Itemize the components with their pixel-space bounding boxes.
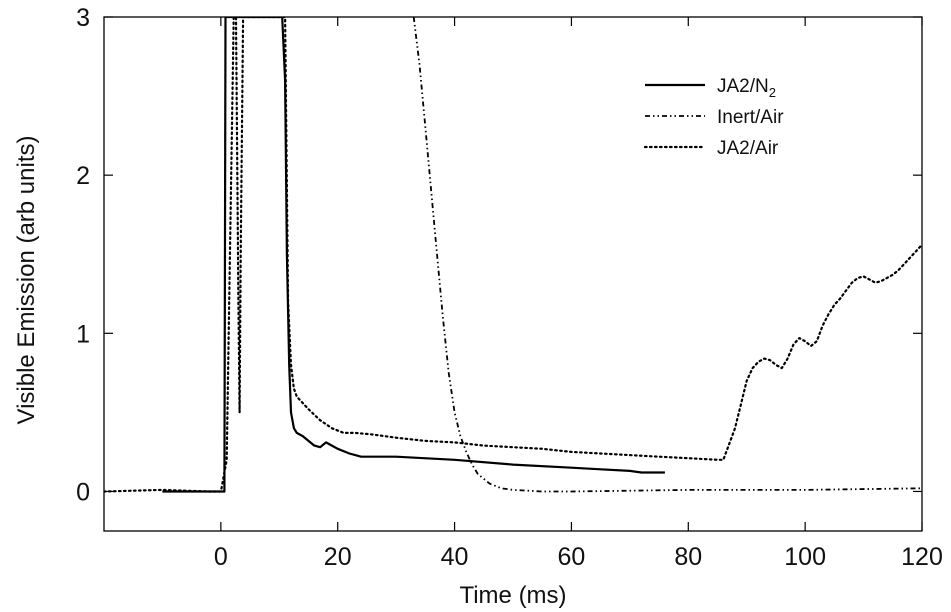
x-tick-label: 40 bbox=[441, 543, 469, 571]
plot-frame bbox=[103, 16, 923, 532]
x-tick-label: 0 bbox=[214, 543, 228, 571]
series-line-inert-air bbox=[412, 17, 922, 493]
x-tick-label: 100 bbox=[784, 543, 826, 571]
x-tick-label: 80 bbox=[674, 543, 702, 571]
y-tick-label: 3 bbox=[76, 4, 90, 32]
series-line-ja2-n2 bbox=[162, 17, 665, 493]
legend-label: Inert/Air bbox=[717, 107, 784, 128]
y-tick-label: 2 bbox=[76, 162, 90, 190]
x-tick-label: 20 bbox=[324, 543, 352, 571]
series-layer bbox=[104, 17, 922, 493]
x-axis-title: Time (ms) bbox=[459, 582, 566, 609]
y-tick-label: 1 bbox=[76, 320, 90, 348]
x-tick-label: 60 bbox=[558, 543, 586, 571]
y-axis-title: Visible Emission (arb units) bbox=[13, 136, 40, 425]
legend-label: JA2/Air bbox=[717, 138, 779, 159]
y-tick-label: 0 bbox=[76, 478, 90, 506]
axis-ticks: 0 20 40 60 80 100 120 0 1 2 3 bbox=[76, 4, 943, 571]
x-tick-label: 120 bbox=[901, 543, 943, 571]
legend-label: JA2/N2 bbox=[717, 76, 776, 100]
legend: JA2/N2 Inert/Air JA2/Air bbox=[643, 76, 784, 159]
series-line-ja2-air bbox=[104, 17, 922, 493]
